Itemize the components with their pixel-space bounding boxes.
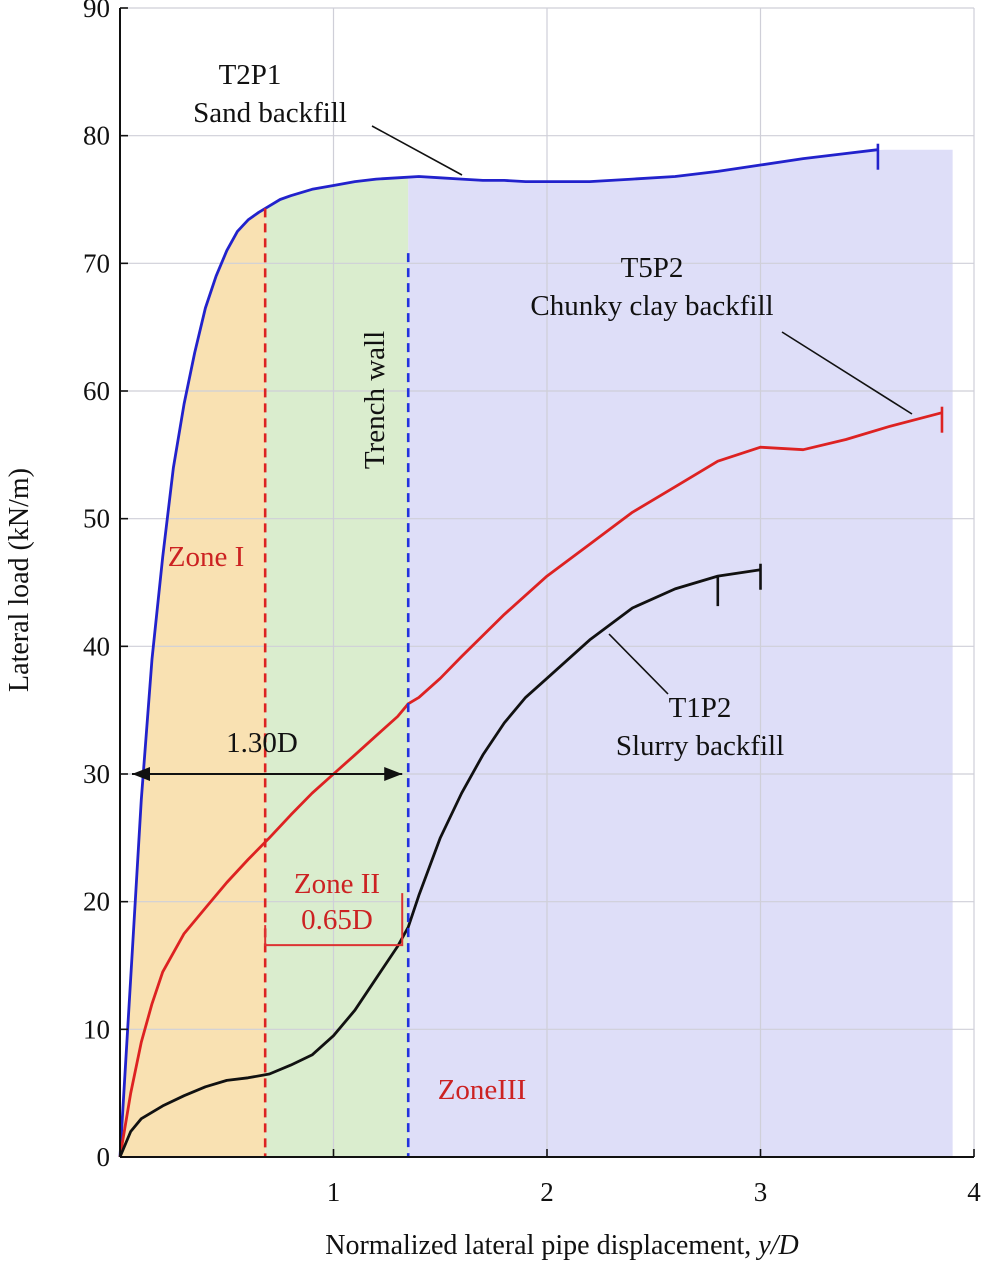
x-tick-label-1: 2 — [540, 1177, 554, 1207]
y-tick-label-5: 50 — [83, 504, 110, 534]
y-tick-label-2: 20 — [83, 887, 110, 917]
y-tick-label-6: 60 — [83, 376, 110, 406]
y-tick-label-4: 40 — [83, 631, 110, 661]
span-130-arrow-left — [132, 767, 150, 781]
trench-wall-label: Trench wall — [359, 331, 391, 469]
span-130-label: 1.30D — [226, 727, 298, 759]
x-tick-label-0: 1 — [327, 1177, 341, 1207]
y-tick-label-9: 90 — [83, 0, 110, 23]
x-axis-label-main: Normalized lateral pipe displacement, — [325, 1230, 758, 1261]
x-axis-label: Normalized lateral pipe displacement, y/… — [325, 1230, 798, 1261]
t1p2-name-label: T1P2 — [669, 692, 732, 724]
y-tick-label-1: 10 — [83, 1014, 110, 1044]
zone2-span-label: 0.65D — [301, 904, 373, 936]
y-tick-label-0: 0 — [97, 1142, 111, 1172]
t5p2-name-label: T5P2 — [621, 252, 684, 284]
y-tick-label-3: 30 — [83, 759, 110, 789]
t1p2-desc-label: Slurry backfill — [616, 730, 784, 762]
t5p2-desc-label: Chunky clay backfill — [530, 290, 773, 322]
x-axis-label-italic: y/D — [755, 1230, 798, 1261]
zone-band-2 — [265, 177, 408, 1157]
x-tick-label-3: 4 — [967, 1177, 981, 1207]
y-axis-label: Lateral load (kN/m) — [4, 468, 35, 692]
y-tick-label-7: 70 — [83, 248, 110, 278]
y-tick-label-8: 80 — [83, 121, 110, 151]
t2p1-name-label: T2P1 — [219, 59, 282, 91]
zone3-label: ZoneIII — [438, 1074, 527, 1106]
x-tick-label-2: 3 — [754, 1177, 768, 1207]
t2p1-desc-label: Sand backfill — [193, 97, 347, 129]
zone1-label: Zone I — [168, 541, 245, 573]
zone-band-1 — [120, 208, 265, 1157]
zone2-label: Zone II — [294, 868, 380, 900]
t2p1-leader-line — [372, 126, 462, 175]
